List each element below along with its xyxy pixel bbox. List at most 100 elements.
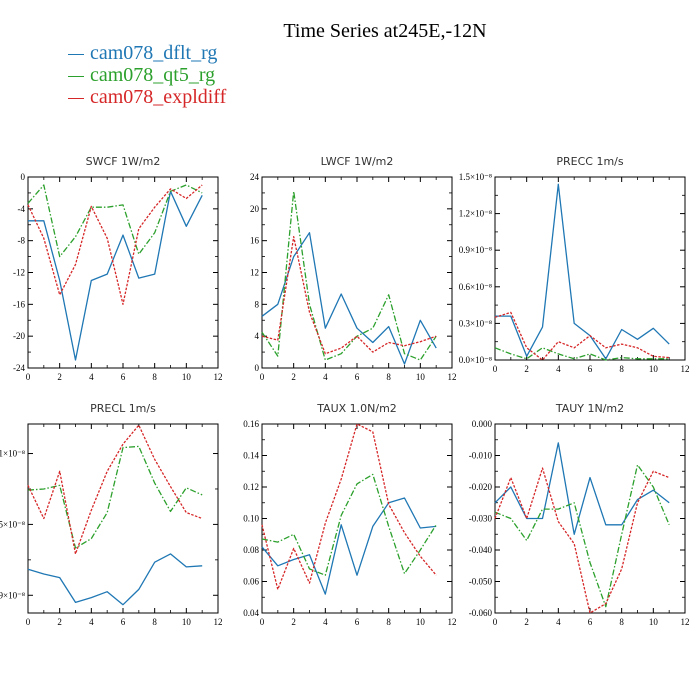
x-tick-label-3-0: 0 xyxy=(26,617,31,627)
chart-panel-0: SWCF 1W/m2 0 2 4 6 8 10 12 0 -4 -8 -12 -16 -20 -24 xyxy=(13,155,223,382)
x-tick-label-2-4: 8 xyxy=(619,364,624,374)
y-tick-label-5-6: -0.060 xyxy=(469,608,493,618)
y-tick-label-4-0: 0.04 xyxy=(243,608,259,618)
x-tick-label-4-1: 2 xyxy=(291,617,296,627)
x-tick-label-0-2: 4 xyxy=(89,372,94,382)
x-tick-label-0-0: 0 xyxy=(26,372,31,382)
x-tick-label-1-6: 12 xyxy=(448,372,457,382)
x-tick-label-2-0: 0 xyxy=(493,364,498,374)
y-tick-label-4-1: 0.06 xyxy=(243,577,259,587)
legend: cam078_dflt_rg cam078_qt5_rg cam078_expl… xyxy=(68,42,226,108)
y-tick-label-5-2: -0.020 xyxy=(469,482,493,492)
x-tick-label-5-0: 0 xyxy=(493,617,498,627)
x-tick-label-2-6: 12 xyxy=(681,364,690,374)
y-tick-label-2-1: 0.3×10⁻⁸ xyxy=(459,318,492,328)
y-tick-label-1-4: 16 xyxy=(250,236,260,246)
legend-item-expldiff: cam078_expldiff xyxy=(68,86,226,108)
y-tick-label-1-5: 20 xyxy=(250,204,260,214)
series-line-0-2 xyxy=(27,184,203,305)
x-tick-label-5-3: 6 xyxy=(588,617,593,627)
series-line-5-2 xyxy=(494,467,670,614)
chart-panel-2: PRECC 1m/s 0 2 4 6 8 10 12 0.0×10⁻⁸ 0.3×10⁻⁸ 0.6×1… xyxy=(459,155,690,374)
y-tick-label-3-2: 2.1×10⁻⁸ xyxy=(0,449,25,459)
x-tick-label-0-1: 2 xyxy=(57,372,62,382)
x-tick-label-1-1: 2 xyxy=(291,372,296,382)
chart-panel-5: TAUY 1N/m2 0 2 4 6 8 10 12 0.000 -0.010 -0.020 -0.0… xyxy=(469,402,690,627)
x-tick-label-3-4: 8 xyxy=(152,617,157,627)
y-tick-label-0-5: -20 xyxy=(13,331,25,341)
chart-panel-4: TAUX 1.0N/m2 0 2 4 6 8 10 12 0.04 0.06 0.08 0.10 0.1… xyxy=(243,402,456,627)
series-line-2-2 xyxy=(494,311,670,361)
series-line-3-2 xyxy=(27,424,203,555)
y-tick-label-2-5: 1.5×10⁻⁸ xyxy=(459,172,492,182)
legend-swatch-qt5 xyxy=(68,75,84,77)
series-line-0-0 xyxy=(28,190,203,361)
legend-label-dflt: cam078_dflt_rg xyxy=(90,42,218,64)
series-line-2-1 xyxy=(494,347,670,361)
x-tick-label-0-4: 8 xyxy=(152,372,157,382)
y-tick-label-4-6: 0.16 xyxy=(243,419,259,429)
y-tick-label-2-4: 1.2×10⁻⁸ xyxy=(459,209,492,219)
series-line-1-0 xyxy=(261,232,437,365)
legend-item-qt5: cam078_qt5_rg xyxy=(68,64,226,86)
chart-title-0: SWCF 1W/m2 xyxy=(86,155,161,168)
x-tick-label-1-2: 4 xyxy=(323,372,328,382)
y-tick-label-0-0: 0 xyxy=(21,172,26,182)
y-tick-label-2-3: 0.9×10⁻⁸ xyxy=(459,245,492,255)
x-tick-label-4-0: 0 xyxy=(260,617,265,627)
y-tick-label-0-2: -8 xyxy=(18,236,26,246)
y-tick-label-1-6: 24 xyxy=(250,172,260,182)
chart-frame-1 xyxy=(261,176,453,369)
x-tick-label-1-4: 8 xyxy=(386,372,391,382)
series-line-2-0 xyxy=(495,183,670,360)
y-tick-label-0-1: -4 xyxy=(18,204,26,214)
chart-panel-3: PRECL 1m/s 0 2 4 6 8 10 12 0.9×10⁻⁸ 1.5×10⁻⁸ 2.1×1… xyxy=(0,402,223,627)
y-tick-label-1-0: 0 xyxy=(255,363,260,373)
y-tick-label-4-3: 0.10 xyxy=(243,514,259,524)
series-line-3-0 xyxy=(27,553,203,606)
chart-title-1: LWCF 1W/m2 xyxy=(321,155,394,168)
series-line-1-2 xyxy=(261,236,437,355)
x-tick-label-3-5: 10 xyxy=(182,617,192,627)
series-line-4-2 xyxy=(261,423,437,591)
chart-frame-5 xyxy=(494,423,686,614)
y-tick-label-0-4: -16 xyxy=(13,299,25,309)
x-tick-label-3-6: 12 xyxy=(214,617,223,627)
series-line-5-1 xyxy=(494,464,670,608)
x-tick-label-2-3: 6 xyxy=(588,364,593,374)
series-line-3-1 xyxy=(27,445,203,549)
series-line-1-1 xyxy=(261,190,437,361)
chart-title-5: TAUY 1N/m2 xyxy=(555,402,624,415)
x-tick-label-0-6: 12 xyxy=(214,372,223,382)
y-tick-label-5-0: 0.000 xyxy=(472,419,493,429)
x-tick-label-4-6: 12 xyxy=(448,617,457,627)
x-tick-label-0-5: 10 xyxy=(182,372,192,382)
x-tick-label-1-0: 0 xyxy=(260,372,265,382)
series-line-0-1 xyxy=(27,184,203,258)
legend-item-dflt: cam078_dflt_rg xyxy=(68,42,226,64)
y-tick-label-5-4: -0.040 xyxy=(469,545,493,555)
x-tick-label-4-4: 8 xyxy=(386,617,391,627)
x-tick-label-4-2: 4 xyxy=(323,617,328,627)
y-tick-label-2-2: 0.6×10⁻⁸ xyxy=(459,282,492,292)
x-tick-label-3-1: 2 xyxy=(57,617,62,627)
y-tick-label-0-3: -12 xyxy=(13,268,25,278)
y-tick-label-3-1: 1.5×10⁻⁸ xyxy=(0,519,25,529)
x-tick-label-1-3: 6 xyxy=(355,372,360,382)
chart-title-4: TAUX 1.0N/m2 xyxy=(316,402,397,415)
chart-title-3: PRECL 1m/s xyxy=(90,402,156,415)
x-tick-label-5-2: 4 xyxy=(556,617,561,627)
chart-frame-3 xyxy=(27,423,219,614)
y-tick-label-4-2: 0.08 xyxy=(243,545,259,555)
y-tick-label-1-2: 8 xyxy=(255,299,260,309)
x-tick-label-4-3: 6 xyxy=(355,617,360,627)
y-tick-label-2-0: 0.0×10⁻⁸ xyxy=(459,355,492,365)
chart-main-title: Time Series at245E,-12N xyxy=(283,20,487,42)
y-tick-label-4-5: 0.14 xyxy=(243,451,259,461)
y-tick-label-1-1: 4 xyxy=(255,331,260,341)
x-tick-label-2-2: 4 xyxy=(556,364,561,374)
x-tick-label-1-5: 10 xyxy=(416,372,426,382)
x-tick-label-5-1: 2 xyxy=(524,617,529,627)
